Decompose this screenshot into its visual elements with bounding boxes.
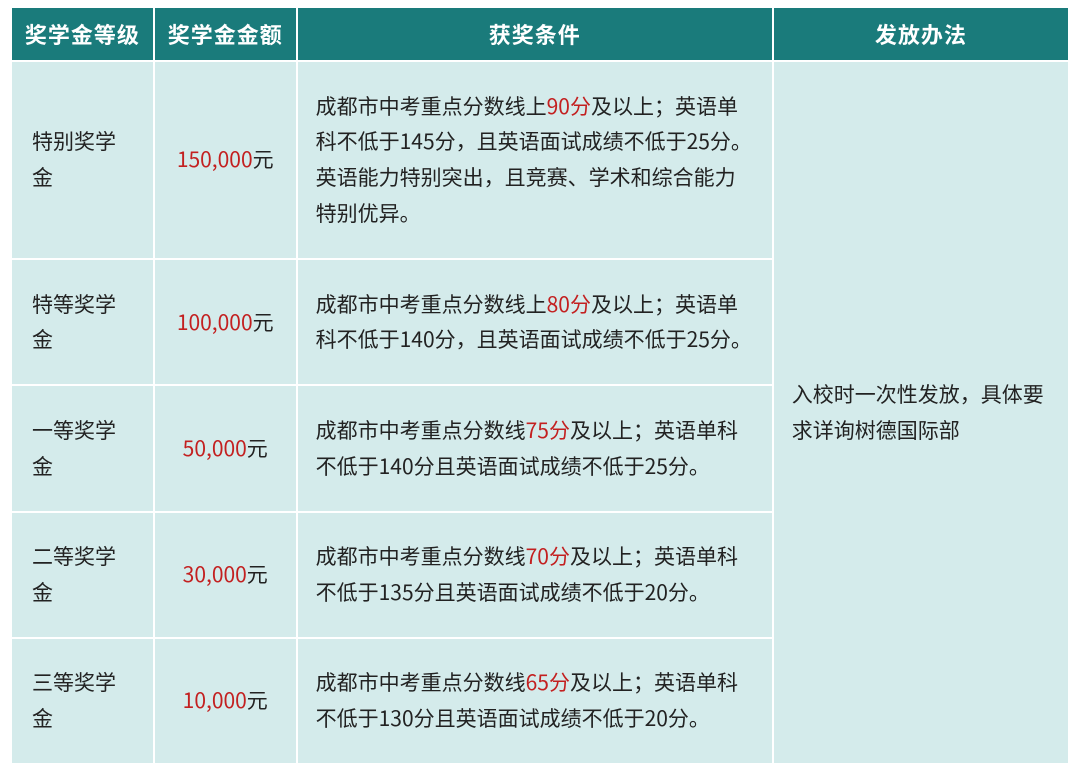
cell-condition: 成都市中考重点分数线65分及以上；英语单科不低于130分且英语面试成绩不低于20…: [297, 638, 773, 764]
amount-number: 50,000: [183, 433, 247, 463]
cell-level: 二等奖学金: [11, 512, 154, 638]
cell-amount: 100,000元: [154, 259, 297, 385]
header-condition: 获奖条件: [297, 7, 773, 61]
amount-number: 30,000: [183, 559, 247, 589]
amount-unit: 元: [247, 433, 268, 463]
cell-level: 特等奖学金: [11, 259, 154, 385]
scholarship-table-container: 奖学金等级 奖学金金额 获奖条件 发放办法 特别奖学金 150,000元 成都市…: [0, 0, 1080, 775]
cell-amount: 10,000元: [154, 638, 297, 764]
table-row: 特别奖学金 150,000元 成都市中考重点分数线上90分及以上；英语单科不低于…: [11, 61, 1069, 259]
header-amount: 奖学金金额: [154, 7, 297, 61]
cell-level: 特别奖学金: [11, 61, 154, 259]
cell-condition: 成都市中考重点分数线上80分及以上；英语单科不低于140分，且英语面试成绩不低于…: [297, 259, 773, 385]
table-body: 特别奖学金 150,000元 成都市中考重点分数线上90分及以上；英语单科不低于…: [11, 61, 1069, 764]
amount-unit: 元: [253, 307, 274, 337]
cell-level: 三等奖学金: [11, 638, 154, 764]
header-method: 发放办法: [773, 7, 1069, 61]
cell-method: 入校时一次性发放，具体要求详询树德国际部: [773, 61, 1069, 764]
header-level: 奖学金等级: [11, 7, 154, 61]
cell-amount: 30,000元: [154, 512, 297, 638]
scholarship-table: 奖学金等级 奖学金金额 获奖条件 发放办法 特别奖学金 150,000元 成都市…: [10, 6, 1070, 765]
amount-unit: 元: [247, 685, 268, 715]
cell-amount: 50,000元: [154, 385, 297, 511]
cell-level: 一等奖学金: [11, 385, 154, 511]
amount-number: 100,000: [177, 307, 253, 337]
cell-amount: 150,000元: [154, 61, 297, 259]
cell-condition: 成都市中考重点分数线75分及以上；英语单科不低于140分且英语面试成绩不低于25…: [297, 385, 773, 511]
cell-condition: 成都市中考重点分数线70分及以上；英语单科不低于135分且英语面试成绩不低于20…: [297, 512, 773, 638]
header-row: 奖学金等级 奖学金金额 获奖条件 发放办法: [11, 7, 1069, 61]
amount-unit: 元: [253, 144, 274, 174]
cell-condition: 成都市中考重点分数线上90分及以上；英语单科不低于145分，且英语面试成绩不低于…: [297, 61, 773, 259]
amount-number: 150,000: [177, 144, 253, 174]
amount-number: 10,000: [183, 685, 247, 715]
amount-unit: 元: [247, 559, 268, 589]
